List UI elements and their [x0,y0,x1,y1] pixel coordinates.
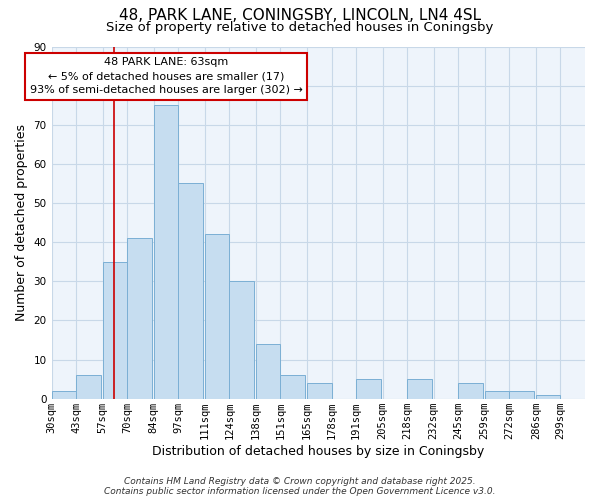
Bar [229,282,254,399]
Bar [205,234,229,398]
Text: 48, PARK LANE, CONINGSBY, LINCOLN, LN4 4SL: 48, PARK LANE, CONINGSBY, LINCOLN, LN4 4… [119,8,481,22]
Bar [356,379,380,398]
Bar [154,105,178,399]
Bar [76,375,101,398]
Y-axis label: Number of detached properties: Number of detached properties [15,124,28,321]
X-axis label: Distribution of detached houses by size in Coningsby: Distribution of detached houses by size … [152,444,484,458]
Text: Size of property relative to detached houses in Coningsby: Size of property relative to detached ho… [106,21,494,34]
Bar [536,395,560,398]
Bar [280,375,305,398]
Bar [407,379,432,398]
Bar [307,383,332,398]
Bar [256,344,280,399]
Bar [103,262,127,398]
Bar [127,238,152,398]
Bar [509,391,534,398]
Text: Contains HM Land Registry data © Crown copyright and database right 2025.
Contai: Contains HM Land Registry data © Crown c… [104,476,496,496]
Bar [52,391,76,398]
Bar [178,184,203,398]
Bar [485,391,509,398]
Text: 48 PARK LANE: 63sqm
← 5% of detached houses are smaller (17)
93% of semi-detache: 48 PARK LANE: 63sqm ← 5% of detached hou… [30,57,302,95]
Bar [458,383,483,398]
